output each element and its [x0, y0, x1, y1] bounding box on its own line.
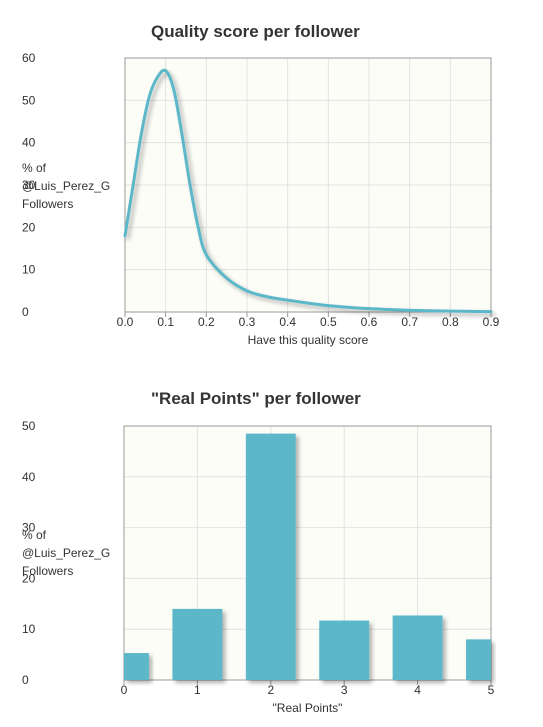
bar-3	[319, 620, 370, 680]
bar-5	[466, 639, 491, 680]
x-tick-label: 0.1	[157, 315, 174, 329]
x-tick-label: 0.9	[483, 315, 500, 329]
y-tick-label: 40	[22, 470, 36, 484]
plot-border	[123, 425, 492, 681]
x-axis-label: "Real Points"	[273, 701, 343, 715]
y-tick-label: 0	[22, 305, 29, 319]
x-tick-label: 1	[194, 683, 201, 697]
chart-1: 0 10 20 30 40 50 0 1 2 3 4 5 "Real Points"	[22, 419, 495, 715]
x-axis-label: Have this quality score	[248, 333, 369, 347]
x-tick-label: 0.5	[320, 315, 337, 329]
chart-0: 0 10 20 30 40 50 60 0.0 0.1 0.2 0.3 0.4 0.5 0.6 0.7 0.8…	[22, 51, 500, 347]
y-tick-label: 0	[22, 673, 29, 687]
x-tick-label: 0.0	[117, 315, 134, 329]
plot-border	[124, 57, 492, 313]
bar-4	[392, 615, 443, 680]
y-tick-label: 60	[22, 51, 36, 65]
x-tick-label: 0.7	[401, 315, 418, 329]
bar-2	[245, 433, 296, 680]
x-tick-label: 0.6	[361, 315, 378, 329]
y-tick-label: 10	[22, 622, 36, 636]
y-tick-label: 20	[22, 571, 36, 585]
x-tick-label: 2	[267, 683, 274, 697]
series-line-0	[123, 68, 493, 314]
x-tick-label: 4	[414, 683, 421, 697]
bar-1	[172, 608, 223, 680]
x-tick-label: 5	[488, 683, 495, 697]
x-tick-label: 0.2	[198, 315, 215, 329]
y-tick-label: 30	[22, 521, 36, 535]
x-tick-label: 0.3	[239, 315, 256, 329]
x-tick-label: 0.4	[279, 315, 296, 329]
y-axis-label-real-points: % of @Luis_Perez_G Followers	[22, 528, 111, 578]
y-tick-label: 10	[22, 263, 36, 277]
chart-title-real-points: "Real Points" per follower	[151, 389, 361, 408]
x-tick-label: 0	[121, 683, 128, 697]
y-tick-label: 30	[22, 178, 36, 192]
y-tick-label: 40	[22, 136, 36, 150]
x-tick-label: 3	[341, 683, 348, 697]
bar-0	[124, 653, 149, 680]
y-tick-label: 20	[22, 220, 36, 234]
x-tick-label: 0.8	[442, 315, 459, 329]
y-tick-label: 50	[22, 419, 36, 433]
y-axis-label-quality: % of @Luis_Perez_G Followers	[22, 161, 111, 211]
chart-title-quality: Quality score per follower	[151, 22, 360, 41]
y-tick-label: 50	[22, 93, 36, 107]
